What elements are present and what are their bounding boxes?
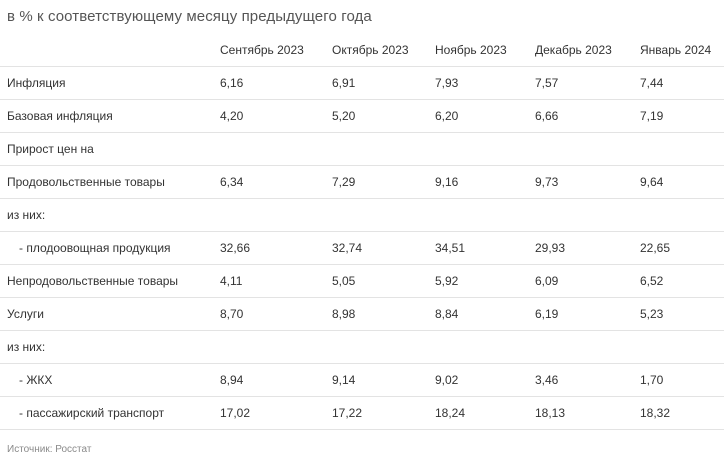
table-cell: 8,70 — [220, 297, 332, 331]
table-cell — [435, 198, 535, 232]
table-cell: 5,05 — [332, 264, 435, 298]
table-cell — [535, 330, 640, 364]
table-cell: 18,13 — [535, 396, 640, 430]
table-row: из них: — [0, 330, 724, 364]
table-cell: 5,23 — [640, 297, 724, 331]
table-cell — [435, 132, 535, 166]
table-cell: 6,20 — [435, 99, 535, 133]
table-cell: 7,57 — [535, 66, 640, 100]
table-cell — [220, 198, 332, 232]
table-cell: 22,65 — [640, 231, 724, 265]
table-cell: 5,92 — [435, 264, 535, 298]
table-cell: 6,66 — [535, 99, 640, 133]
source-note: Источник: Росстат — [7, 444, 92, 455]
table-cell: 9,73 — [535, 165, 640, 199]
table-cell: 7,44 — [640, 66, 724, 100]
table-cell: 18,24 — [435, 396, 535, 430]
header-row: Сентябрь 2023 Октябрь 2023 Ноябрь 2023 Д… — [0, 33, 724, 67]
row-label: - пассажирский транспорт — [0, 396, 220, 430]
header-cell-label — [0, 33, 220, 67]
table-row: - пассажирский транспорт 17,02 17,22 18,24 1… — [0, 396, 724, 430]
table-cell: 4,20 — [220, 99, 332, 133]
row-label: из них: — [0, 198, 220, 232]
row-label: Базовая инфляция — [0, 99, 220, 133]
header-cell-dec-2023: Декабрь 2023 — [535, 33, 640, 67]
table-cell: 8,98 — [332, 297, 435, 331]
table-cell — [332, 198, 435, 232]
table-cell: 6,34 — [220, 165, 332, 199]
table-cell — [640, 198, 724, 232]
header-cell-nov-2023: Ноябрь 2023 — [435, 33, 535, 67]
table-row: - плодоовощная продукция 32,66 32,74 34,51 2… — [0, 231, 724, 265]
table-cell: 9,64 — [640, 165, 724, 199]
table-cell: 34,51 — [435, 231, 535, 265]
table-cell: 9,16 — [435, 165, 535, 199]
row-label: из них: — [0, 330, 220, 364]
table-cell: 17,22 — [332, 396, 435, 430]
table-cell: 32,74 — [332, 231, 435, 265]
table-row: - ЖКХ 8,94 9,14 9,02 3,46 1,70 — [0, 363, 724, 397]
table-cell: 3,46 — [535, 363, 640, 397]
row-label: - ЖКХ — [0, 363, 220, 397]
table-row: Инфляция 6,16 6,91 7,93 7,57 7,44 — [0, 66, 724, 100]
table-row: из них: — [0, 198, 724, 232]
row-label: Продовольственные товары — [0, 165, 220, 199]
table-row: Непродовольственные товары 4,11 5,05 5,92 6,… — [0, 264, 724, 298]
table-cell: 6,91 — [332, 66, 435, 100]
table-cell — [332, 132, 435, 166]
table-caption: в % к соответствующему месяцу предыдущег… — [7, 8, 372, 25]
row-label: Услуги — [0, 297, 220, 331]
table-body: Инфляция 6,16 6,91 7,93 7,57 7,44 Базовая инфл… — [0, 66, 724, 430]
table-cell: 6,09 — [535, 264, 640, 298]
table-row: Услуги 8,70 8,98 8,84 6,19 5,23 — [0, 297, 724, 331]
table-header: Сентябрь 2023 Октябрь 2023 Ноябрь 2023 Д… — [0, 33, 724, 67]
table-cell: 6,19 — [535, 297, 640, 331]
table-cell: 6,16 — [220, 66, 332, 100]
row-label: Непродовольственные товары — [0, 264, 220, 298]
table-cell: 1,70 — [640, 363, 724, 397]
table-cell — [640, 330, 724, 364]
table-cell — [535, 198, 640, 232]
table-row: Базовая инфляция 4,20 5,20 6,20 6,66 7,19 — [0, 99, 724, 133]
table-cell: 17,02 — [220, 396, 332, 430]
table-cell: 6,52 — [640, 264, 724, 298]
table-row: Продовольственные товары 6,34 7,29 9,16 9,73… — [0, 165, 724, 199]
row-label: - плодоовощная продукция — [0, 231, 220, 265]
table-cell: 8,94 — [220, 363, 332, 397]
table-cell: 7,29 — [332, 165, 435, 199]
table-cell — [332, 330, 435, 364]
header-cell-sep-2023: Сентябрь 2023 — [220, 33, 332, 67]
header-cell-oct-2023: Октябрь 2023 — [332, 33, 435, 67]
table-cell: 7,93 — [435, 66, 535, 100]
table-cell: 18,32 — [640, 396, 724, 430]
table-cell — [435, 330, 535, 364]
inflation-table: Сентябрь 2023 Октябрь 2023 Ноябрь 2023 Д… — [0, 33, 724, 430]
table-cell: 9,02 — [435, 363, 535, 397]
table-cell — [220, 132, 332, 166]
table-cell: 8,84 — [435, 297, 535, 331]
row-label: Прирост цен на — [0, 132, 220, 166]
row-label: Инфляция — [0, 66, 220, 100]
table-cell: 4,11 — [220, 264, 332, 298]
table-cell — [640, 132, 724, 166]
table-row: Прирост цен на — [0, 132, 724, 166]
table-cell: 7,19 — [640, 99, 724, 133]
table-cell: 32,66 — [220, 231, 332, 265]
table-cell — [220, 330, 332, 364]
table-cell — [535, 132, 640, 166]
table-cell: 9,14 — [332, 363, 435, 397]
table-cell: 29,93 — [535, 231, 640, 265]
header-cell-jan-2024: Январь 2024 — [640, 33, 724, 67]
table-cell: 5,20 — [332, 99, 435, 133]
